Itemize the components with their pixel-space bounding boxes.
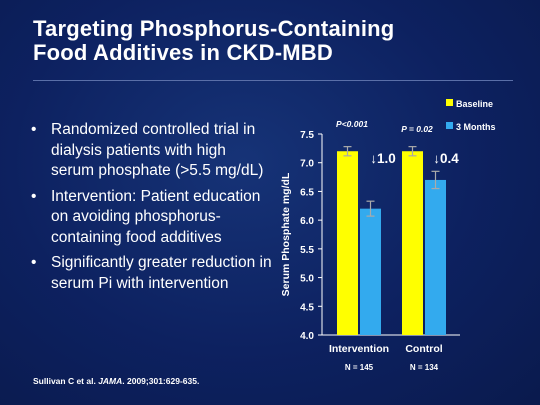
bullet-list: • Randomized controlled trial in dialysis… xyxy=(27,120,272,299)
y-tick-label: 6.0 xyxy=(300,216,314,227)
down-arrow-icon: ↓ xyxy=(433,151,440,166)
y-tick-label: 5.5 xyxy=(300,245,314,256)
bullet-item: • Intervention: Patient education on avoi… xyxy=(27,187,272,249)
y-tick-label: 4.0 xyxy=(300,331,314,342)
title-line-2: Food Additives in CKD-MBD xyxy=(33,40,333,65)
bar-3-months-intervention xyxy=(360,208,381,335)
category-note: N = 145 xyxy=(345,363,374,372)
bullet-dot-icon: • xyxy=(31,187,37,205)
y-tick-label: 7.5 xyxy=(300,130,314,141)
citation: Sullivan C et al. JAMA. 2009;301:629-635… xyxy=(33,376,199,386)
bar-3-months-control xyxy=(425,179,446,335)
bullet-text: Randomized controlled trial in dialysis … xyxy=(51,121,264,179)
bar-baseline-intervention xyxy=(337,151,358,335)
x-tick-label: Control xyxy=(405,343,442,355)
bullet-item: • Randomized controlled trial in dialysis… xyxy=(27,120,272,182)
title-line-1: Targeting Phosphorus-Containing xyxy=(33,16,395,41)
down-arrow-icon: ↓ xyxy=(370,151,377,166)
change-annotation: ↓0.4 xyxy=(433,151,459,166)
bar-baseline-control xyxy=(402,151,423,335)
bullet-dot-icon: • xyxy=(31,121,37,138)
y-tick-label: 5.0 xyxy=(300,274,314,285)
change-value: 1.0 xyxy=(377,151,396,166)
title-divider xyxy=(33,80,513,81)
legend-swatch xyxy=(446,99,453,106)
citation-authors: Sullivan C et al. xyxy=(33,376,99,386)
y-tick-label: 7.0 xyxy=(300,159,314,170)
category-note: N = 134 xyxy=(410,363,439,372)
change-annotation: ↓1.0 xyxy=(370,151,396,166)
legend-swatch xyxy=(446,122,453,129)
y-tick-label: 6.5 xyxy=(300,187,314,198)
y-axis-label: Serum Phosphate mg/dL xyxy=(280,172,292,296)
bullet-dot-icon: • xyxy=(31,254,37,271)
citation-journal: JAMA xyxy=(98,376,123,386)
bullet-text: Intervention: Patient education on avoid… xyxy=(51,187,261,246)
p-value-annotation: P<0.001 xyxy=(336,119,368,129)
bullet-item: • Significantly greater reduction in seru… xyxy=(27,253,272,294)
x-tick-label: Intervention xyxy=(329,343,389,355)
p-value-annotation: P = 0.02 xyxy=(401,124,433,134)
bullet-text: Significantly greater reduction in serum… xyxy=(51,254,272,292)
citation-details: . 2009;301:629-635. xyxy=(122,376,200,386)
legend-label: 3 Months xyxy=(456,122,496,132)
legend-label: Baseline xyxy=(456,99,493,109)
y-tick-label: 4.5 xyxy=(300,302,314,313)
change-value: 0.4 xyxy=(440,151,459,166)
slide-title: Targeting Phosphorus-Containing Food Add… xyxy=(33,17,523,65)
